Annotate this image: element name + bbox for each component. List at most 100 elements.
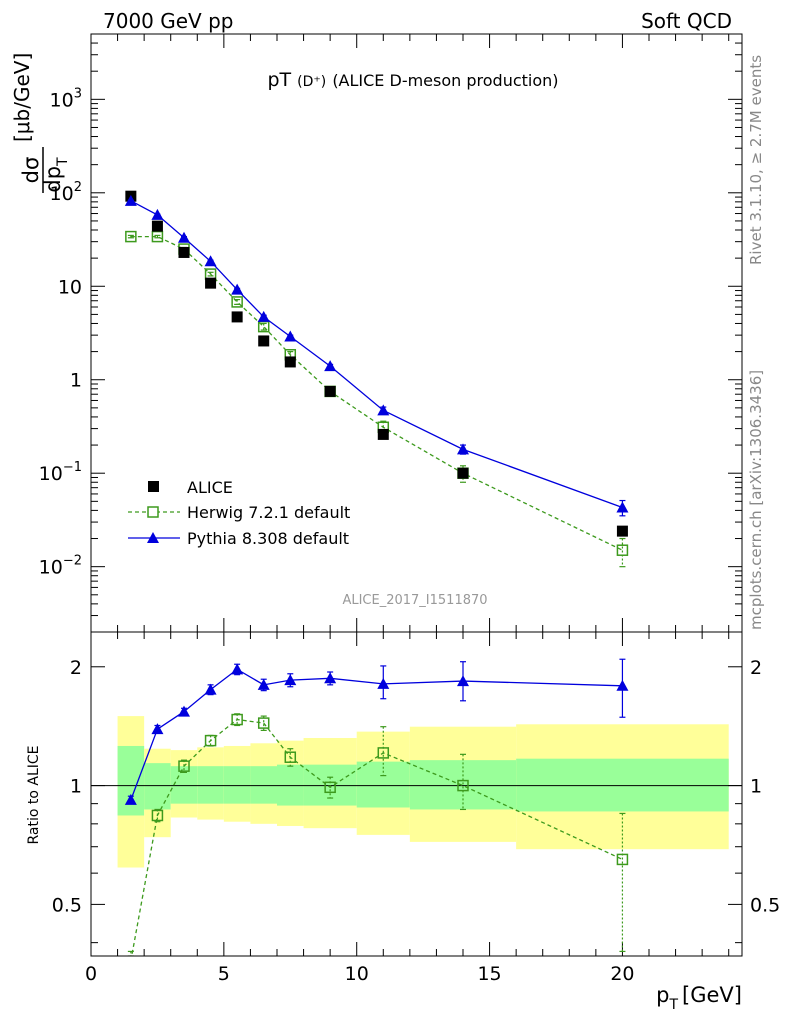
main-title-main: pT: [267, 69, 291, 91]
main-point: [205, 277, 217, 289]
tick-exponent: 2: [74, 180, 82, 195]
stat-uncertainty-band: [117, 745, 145, 816]
main-ylabel: dσ dpT [μb/GeV]: [10, 53, 71, 193]
stat-uncertainty-band: [356, 761, 410, 808]
ylabel-numerator: dσ: [19, 157, 43, 184]
ratio-point: [178, 705, 190, 717]
legend-alice-marker: [148, 481, 159, 492]
main-point: [204, 255, 217, 267]
main-series-line: [130, 200, 623, 509]
tick-base: 10: [39, 463, 63, 485]
tick-base: 10: [39, 557, 63, 579]
x-tick-label: 10: [345, 963, 369, 985]
ratio-uncertainty-bands: [117, 716, 729, 868]
rivet-label: Rivet 3.1.10, ≥ 2.7M events: [747, 55, 765, 265]
mcplots-label: mcplots.cern.ch [arXiv:1306.3436]: [747, 370, 765, 630]
legend-pythia-marker: [147, 532, 159, 543]
main-point: [324, 385, 336, 397]
ratio-y-tick-label-right: 2: [750, 657, 762, 679]
ratio-ylabel: Ratio to ALICE: [26, 745, 42, 844]
main-y-tick-label: 10: [58, 276, 82, 298]
main-point: [257, 310, 270, 322]
main-point: [377, 404, 390, 416]
legend-pythia-label: Pythia 8.308 default: [187, 529, 349, 548]
main-point: [125, 230, 137, 243]
ratio-point: [151, 809, 164, 822]
main-point: [457, 443, 469, 455]
main-point: [178, 231, 190, 243]
main-point: [231, 283, 244, 295]
ratio-y-tick-label: 2: [70, 657, 82, 679]
main-point: [258, 335, 270, 347]
main-point: [324, 360, 337, 372]
stat-uncertainty-band: [144, 763, 171, 810]
main-point: [377, 428, 389, 440]
ratio-y-tick-label: 0.5: [52, 894, 82, 916]
watermark: ALICE_2017_I1511870: [342, 593, 487, 608]
ratio-point: [231, 663, 244, 675]
main-point: [124, 194, 137, 206]
x-tick-label: 5: [218, 963, 230, 985]
legend-alice-label: ALICE: [187, 478, 233, 497]
ratio-point: [616, 853, 629, 866]
main-y-tick-label: 1: [70, 370, 82, 392]
header-left: 7000 GeV pp: [103, 9, 234, 33]
ratio-point: [257, 678, 270, 690]
ratio-point: [377, 677, 390, 689]
ylabel-denominator: dpT: [41, 157, 71, 193]
main-point: [231, 311, 243, 323]
legend: ALICE Herwig 7.2.1 default Pythia 8.308 …: [128, 478, 350, 548]
tick-base: 1: [70, 370, 82, 392]
main-point: [457, 467, 469, 479]
ratio-point: [457, 675, 469, 687]
ratio-point: [377, 747, 390, 759]
main-point: [151, 220, 163, 232]
tick-exponent: −2: [63, 554, 82, 569]
ratio-series-line: [131, 718, 623, 956]
main-y-tick-label: 10−1: [39, 460, 82, 485]
legend-herwig-label: Herwig 7.2.1 default: [187, 503, 350, 522]
tick-exponent: 3: [74, 86, 82, 101]
ratio-point: [178, 760, 190, 772]
x-tick-label: 20: [610, 963, 634, 985]
ratio-point: [231, 713, 243, 726]
x-tick-label: 15: [477, 963, 501, 985]
tick-base: 10: [58, 276, 82, 298]
stat-uncertainty-band: [223, 766, 251, 804]
stat-uncertainty-band: [409, 760, 517, 810]
ratio-axis-ticks: 2 2 1 1 0.5 0.5 0 5 10 15 20: [52, 632, 780, 985]
ratio-point: [124, 793, 137, 805]
main-point: [284, 330, 297, 342]
ratio-y-tick-label-right: 0.5: [750, 894, 780, 916]
ratio-point: [257, 717, 270, 729]
legend-herwig-marker: [147, 506, 159, 518]
main-y-tick-label: 103: [50, 86, 82, 111]
ylabel-unit: [μb/GeV]: [10, 53, 34, 142]
header-right: Soft QCD: [641, 9, 732, 33]
tick-exponent: −1: [63, 460, 82, 475]
main-point: [151, 208, 164, 220]
stat-uncertainty-band: [197, 766, 224, 804]
main-series-herwig: [125, 230, 629, 568]
ratio-point: [284, 751, 297, 763]
main-y-tick-label: 10−2: [39, 554, 82, 579]
main-title-sub: (D⁺): [297, 74, 326, 90]
ratio-series-pythia: [124, 658, 629, 805]
ratio-y-tick-label-right: 1: [750, 776, 762, 798]
stat-uncertainty-band: [250, 766, 277, 804]
ratio-point: [204, 734, 217, 747]
stat-uncertainty-band: [516, 758, 729, 812]
ratio-y-tick-label: 1: [70, 776, 82, 798]
ratio-point: [324, 672, 337, 684]
ratio-point: [457, 779, 469, 792]
main-data-layer: [124, 190, 629, 568]
ratio-point: [204, 683, 217, 695]
main-series-pythia: [124, 194, 629, 517]
main-point: [284, 356, 296, 368]
ratio-frame: [90, 631, 743, 957]
tick-base: 10: [50, 89, 74, 111]
main-point: [178, 246, 190, 258]
